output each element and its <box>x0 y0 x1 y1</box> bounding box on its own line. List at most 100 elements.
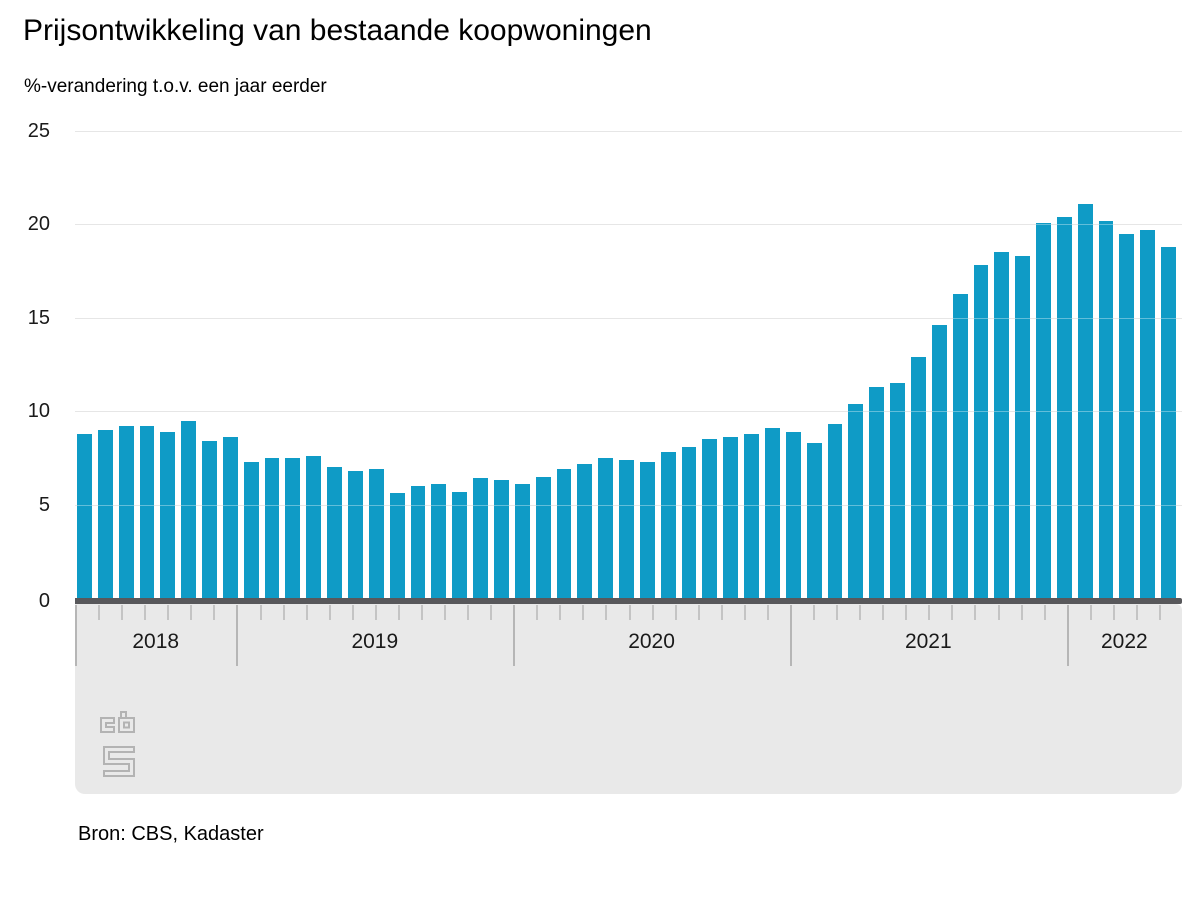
month-tick <box>1089 605 1092 620</box>
year-separator-2018 <box>75 605 77 666</box>
month-tick <box>628 605 631 620</box>
bar-2019-03 <box>368 469 384 600</box>
bar-2022-02 <box>1098 220 1114 600</box>
bar-2018-05 <box>160 431 176 600</box>
month-tick <box>121 605 124 620</box>
year-label-2018: 2018 <box>132 630 180 653</box>
year-separator-2020 <box>513 605 516 666</box>
month-tick <box>305 605 308 620</box>
month-tick <box>1112 605 1115 620</box>
bar-2018-04 <box>139 426 155 600</box>
bar-2022-04 <box>1140 230 1156 600</box>
bar-2019-08 <box>473 478 488 600</box>
month-tick <box>351 605 354 620</box>
bar-2020-01 <box>577 463 593 600</box>
y-axis-label-0: 0 <box>38 590 50 612</box>
cbs-logo <box>100 711 135 777</box>
month-tick <box>882 605 885 620</box>
chart-title: Prijsontwikkeling van bestaande koopwoni… <box>23 14 652 47</box>
month-tick <box>98 605 101 620</box>
bar-2018-02 <box>97 429 113 600</box>
cbs-logo-c <box>100 717 115 733</box>
bar-2021-11 <box>1036 222 1051 600</box>
month-tick <box>1020 605 1023 620</box>
bar-2020-06 <box>681 446 697 600</box>
bar-2018-03 <box>118 426 134 600</box>
year-separator-2022 <box>1066 605 1069 666</box>
year-label-2019: 2019 <box>351 630 399 653</box>
month-tick <box>813 605 815 620</box>
month-tick <box>697 605 700 620</box>
bar-2020-02 <box>598 457 614 600</box>
bar-2021-08 <box>973 265 989 600</box>
bar-2022-05 <box>1161 246 1176 600</box>
cbs-logo-s <box>103 746 135 777</box>
month-tick <box>490 605 493 620</box>
bar-2021-02 <box>848 403 864 600</box>
bar-2019-12 <box>556 469 572 600</box>
month-tick <box>167 605 170 620</box>
month-tick <box>259 605 262 620</box>
gridline-overlay-y-25 <box>75 131 1182 132</box>
gridline-overlay-y-10 <box>75 411 1182 413</box>
bar-2021-12 <box>1056 216 1072 600</box>
month-tick <box>282 605 285 620</box>
bar-2020-10 <box>765 428 780 600</box>
bar-2020-05 <box>660 452 676 600</box>
year-label-2021: 2021 <box>904 630 952 653</box>
bar-2019-09 <box>493 480 509 600</box>
month-tick <box>213 605 216 620</box>
gridline-y-20 <box>75 224 1182 226</box>
bar-2020-09 <box>744 433 759 600</box>
bar-2021-05 <box>910 357 926 600</box>
bar-2019-01 <box>327 467 343 600</box>
bar-2018-11 <box>285 457 301 600</box>
x-axis-baseline <box>75 598 1182 604</box>
bar-2019-11 <box>535 476 551 600</box>
month-tick <box>997 605 1000 620</box>
y-axis-label-5: 5 <box>38 493 50 516</box>
month-tick <box>951 605 954 620</box>
bar-2021-10 <box>1015 256 1031 600</box>
y-axis-label-25: 25 <box>27 120 50 142</box>
gridline-y-10 <box>75 411 1182 413</box>
bar-2020-08 <box>723 437 739 600</box>
year-label-2022: 2022 <box>1100 630 1148 653</box>
month-tick <box>905 605 908 620</box>
gridline-overlay-y-20 <box>75 224 1182 226</box>
month-tick <box>651 605 654 620</box>
x-axis-band <box>75 604 1182 794</box>
bar-2021-09 <box>994 252 1010 600</box>
bar-2019-04 <box>389 493 405 600</box>
cbs-logo-b <box>118 717 135 733</box>
month-tick <box>674 605 677 620</box>
year-separator-2021 <box>789 605 792 666</box>
bar-2020-12 <box>806 442 822 600</box>
bar-2018-08 <box>222 437 238 600</box>
month-tick <box>974 605 977 620</box>
month-tick <box>536 605 539 620</box>
y-axis-label-20: 20 <box>27 213 50 236</box>
y-axis-label-10: 10 <box>27 400 50 423</box>
month-tick <box>420 605 423 620</box>
bar-2020-04 <box>639 461 655 600</box>
month-tick <box>1158 605 1161 620</box>
bar-2019-05 <box>410 485 426 600</box>
bar-2021-06 <box>931 325 947 600</box>
cbs-logo-b-ascender <box>120 711 127 718</box>
bar-2022-01 <box>1077 203 1093 600</box>
gridline-overlay-y-15 <box>75 317 1182 319</box>
bar-2020-03 <box>619 459 634 600</box>
bar-2020-07 <box>702 439 718 600</box>
year-label-2020: 2020 <box>628 630 675 653</box>
month-tick <box>559 605 562 620</box>
source-credit: Bron: CBS, Kadaster <box>78 823 264 845</box>
bar-2021-01 <box>827 424 843 600</box>
bar-2019-06 <box>431 484 447 600</box>
bar-2021-03 <box>869 386 885 600</box>
month-tick <box>467 605 470 620</box>
month-tick <box>1135 605 1138 620</box>
month-tick <box>144 605 147 620</box>
month-tick <box>743 605 746 620</box>
